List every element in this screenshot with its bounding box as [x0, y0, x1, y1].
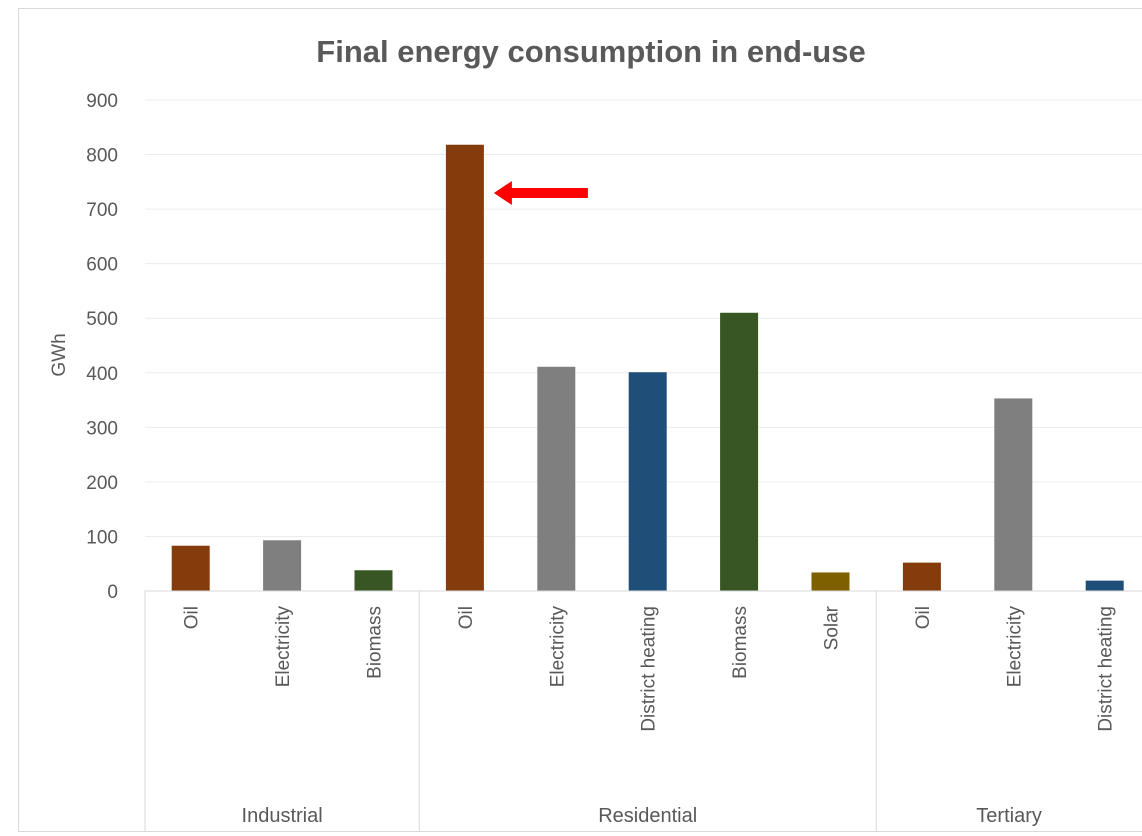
y-tick-label: 500 [86, 309, 118, 330]
arrow-head [493, 181, 512, 205]
group-label-residential: Residential [598, 805, 697, 827]
x-category-label: District heating [1096, 606, 1117, 732]
y-tick-label: 300 [86, 418, 118, 439]
bar-tertiary-district-heating [1085, 580, 1124, 591]
x-category-label: Electricity [547, 606, 568, 688]
annotations [493, 181, 588, 205]
x-category-label: Oil [456, 606, 477, 629]
x-category-label: Biomass [730, 606, 751, 679]
x-category-label: Oil [182, 606, 203, 629]
group-label-tertiary: Tertiary [976, 805, 1042, 827]
x-category-label: District heating [639, 606, 660, 732]
x-category-label: Solar [822, 605, 843, 650]
y-tick-label: 200 [86, 473, 118, 494]
x-category-label: Biomass [365, 606, 386, 679]
bar-residential-solar [811, 572, 850, 591]
chart-title: Final energy consumption in end-use [316, 34, 865, 69]
y-tick-label: 900 [86, 91, 118, 112]
x-category-label: Electricity [1004, 606, 1025, 688]
chart-frame [18, 8, 1142, 832]
y-axis-title: GWh [49, 333, 70, 376]
y-tick-label: 800 [86, 146, 118, 167]
x-category-label: Electricity [273, 606, 294, 688]
group-label-industrial: Industrial [242, 805, 323, 827]
bars [171, 144, 1124, 592]
bar-tertiary-electricity [994, 398, 1033, 591]
bar-industrial-biomass [354, 570, 393, 591]
y-axis-ticks: 0 100 200 300 400 500 600 700 800 900 [86, 91, 118, 603]
y-tick-label: 400 [86, 364, 118, 385]
bar-industrial-oil [171, 545, 210, 591]
bar-industrial-electricity [263, 540, 302, 591]
bar-residential-biomass [720, 312, 759, 591]
x-category-label: Oil [913, 606, 934, 629]
y-tick-label: 100 [86, 527, 118, 548]
bar-residential-oil [445, 144, 484, 592]
y-tick-label: 700 [86, 200, 118, 221]
y-tick-label: 600 [86, 255, 118, 276]
bar-residential-district-heating [628, 372, 667, 591]
annotation-arrow [493, 181, 588, 205]
x-axis: Oil Electricity Biomass Oil Electricity Distr… [144, 590, 1142, 832]
bar-tertiary-oil [902, 562, 941, 591]
arrow-shaft [507, 188, 588, 198]
bar-residential-electricity [537, 366, 576, 591]
y-tick-label: 0 [107, 582, 118, 603]
